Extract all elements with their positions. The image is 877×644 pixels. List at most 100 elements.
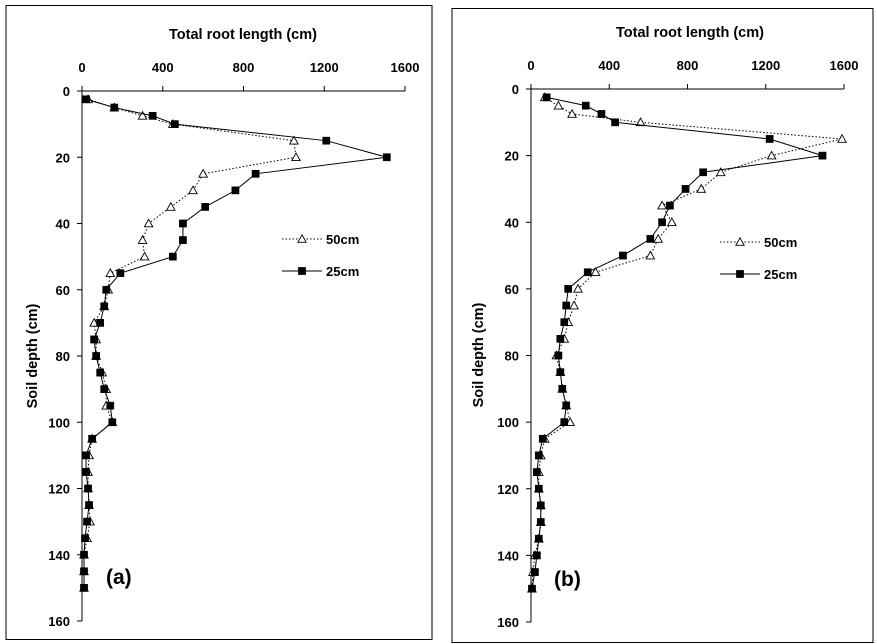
series-line (83, 98, 387, 588)
data-point (554, 351, 563, 360)
y-tick-label: 20 (56, 150, 70, 165)
data-point (148, 111, 157, 120)
data-point (715, 167, 726, 177)
data-point (766, 150, 777, 160)
data-point (92, 352, 100, 360)
x-tick-label: 400 (152, 60, 174, 75)
data-point (110, 103, 119, 112)
data-point (198, 168, 209, 178)
data-point (560, 418, 569, 426)
data-point (553, 100, 564, 110)
data-point (597, 110, 606, 118)
x-tick-label: 0 (78, 60, 85, 75)
panel-label: (a) (106, 566, 132, 589)
data-point (646, 235, 655, 243)
y-tick-label: 140 (497, 548, 519, 563)
data-point (82, 95, 90, 104)
x-tick-label: 1600 (830, 58, 859, 73)
data-point (82, 468, 90, 476)
x-tick-label: 0 (527, 58, 534, 73)
x-tick-label: 1200 (310, 60, 339, 75)
data-point (696, 183, 707, 193)
series-25cm (80, 95, 391, 592)
y-tick-label: 60 (505, 282, 519, 297)
series-line (531, 96, 823, 589)
x-tick-label: 800 (677, 58, 699, 73)
legend-marker (298, 267, 306, 275)
panel-b-frame (451, 8, 874, 643)
series-50cm (527, 92, 848, 593)
data-point (611, 118, 619, 127)
data-point (564, 285, 573, 293)
y-tick-label: 140 (48, 548, 70, 563)
data-point (567, 108, 578, 118)
data-point (562, 401, 571, 410)
data-point (96, 319, 105, 327)
data-point (590, 267, 601, 277)
data-point (80, 550, 88, 559)
y-axis-title: Soil depth (cm) (471, 302, 487, 407)
data-point (533, 468, 541, 476)
data-point (666, 201, 674, 210)
data-point (105, 268, 116, 277)
y-tick-label: 120 (48, 482, 70, 497)
data-point (289, 135, 299, 145)
data-point (536, 518, 545, 526)
data-point (291, 152, 301, 162)
data-point (619, 251, 627, 260)
data-point (88, 434, 96, 443)
data-point (84, 484, 92, 493)
data-point (137, 110, 148, 120)
data-point (818, 151, 827, 160)
data-point (90, 335, 98, 344)
legend-label: 50cm (326, 232, 359, 247)
x-axis-title: Total root length (cm) (616, 25, 764, 41)
legend-marker (735, 236, 745, 246)
y-tick-label: 120 (497, 482, 519, 497)
x-axis-title: Total root length (cm) (169, 27, 317, 43)
y-tick-label: 160 (497, 615, 519, 630)
data-point (322, 136, 331, 145)
legend-label: 25cm (764, 267, 797, 282)
chart-panel-b: Total root length (cm) Soil depth (cm) (… (471, 25, 858, 630)
y-tick-label: 160 (48, 614, 70, 629)
series-25cm (528, 93, 827, 593)
y-tick-label: 40 (56, 217, 70, 232)
data-point (100, 385, 109, 393)
y-tick-label: 0 (512, 82, 519, 97)
data-point (583, 268, 592, 277)
data-point (562, 301, 571, 310)
y-tick-label: 100 (497, 415, 519, 430)
x-tick-label: 800 (233, 60, 255, 75)
data-point (534, 451, 543, 460)
data-point (569, 300, 580, 310)
data-point (139, 251, 150, 261)
data-point (80, 567, 88, 576)
y-tick-label: 40 (505, 215, 519, 230)
legend-marker (297, 233, 307, 243)
data-point (89, 317, 100, 327)
data-point (96, 368, 105, 377)
y-tick-label: 0 (63, 84, 70, 99)
data-point (572, 283, 583, 293)
data-point (645, 250, 656, 260)
data-point (231, 186, 240, 195)
data-point (531, 568, 539, 576)
data-point (658, 218, 666, 227)
data-point (171, 120, 179, 128)
data-point (538, 434, 547, 443)
data-point (666, 217, 677, 227)
data-point (560, 318, 569, 327)
data-point (534, 534, 543, 543)
data-point (108, 418, 117, 427)
legend-marker (736, 270, 744, 278)
x-tick-label: 1200 (751, 58, 780, 73)
data-point (556, 334, 565, 343)
data-point (635, 117, 646, 127)
series-50cm (79, 94, 301, 592)
data-point (137, 234, 148, 244)
data-point (85, 501, 93, 509)
data-point (533, 551, 541, 560)
x-tick-label: 400 (598, 58, 620, 73)
